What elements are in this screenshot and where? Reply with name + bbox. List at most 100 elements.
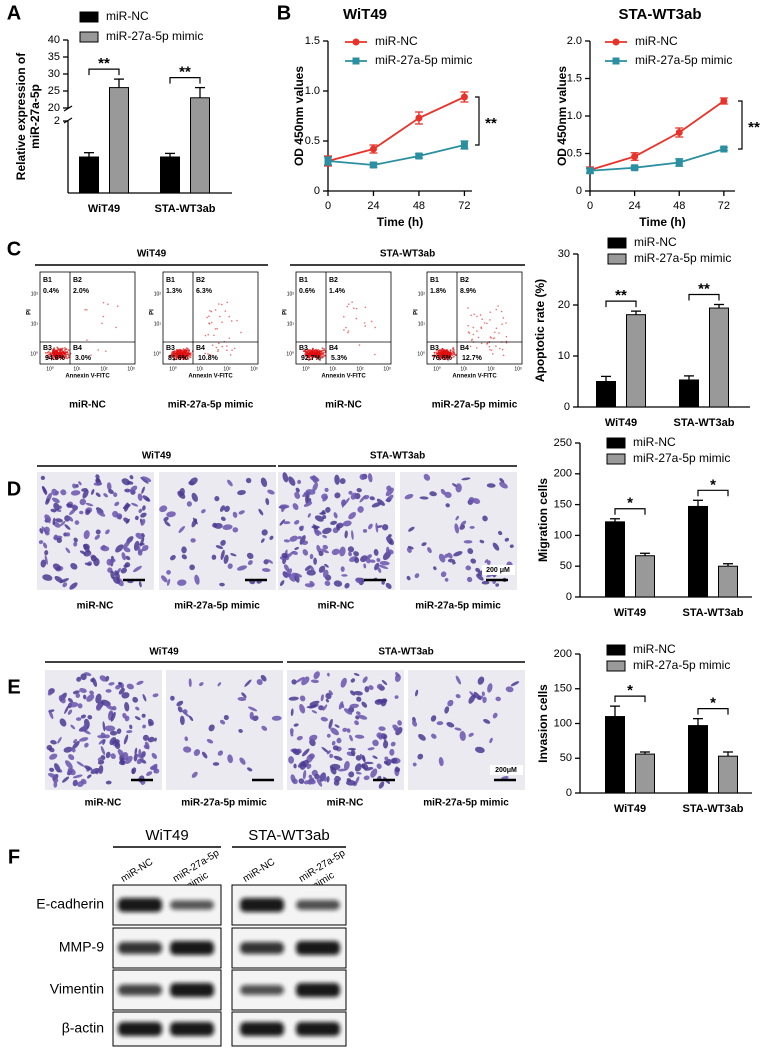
cell — [238, 729, 243, 733]
cell — [356, 488, 362, 493]
event-dot — [489, 319, 491, 321]
event-dot — [444, 350, 447, 353]
event-dot — [480, 326, 482, 328]
event-dot — [230, 320, 233, 322]
cell — [152, 693, 159, 698]
cell — [73, 738, 77, 744]
significance-label: * — [627, 682, 633, 699]
cell — [201, 751, 208, 759]
cell — [468, 732, 474, 737]
quadrant-label: B2 — [196, 277, 205, 284]
quadrant-label: B4 — [196, 345, 205, 352]
cell — [65, 547, 71, 554]
cell — [499, 481, 508, 489]
cell — [385, 487, 394, 497]
cell — [74, 520, 80, 525]
cell — [68, 701, 79, 708]
event-dot — [451, 356, 453, 359]
event-dot — [443, 356, 446, 358]
quadrant-percent: 1.4% — [329, 288, 346, 295]
event-dot — [442, 352, 445, 355]
caption: miR-NC — [318, 601, 355, 612]
significance-bracket — [688, 293, 720, 301]
protein-label: MMP-9 — [59, 939, 104, 955]
cell — [492, 542, 500, 551]
legend-label: miR-27a-5p mimic — [106, 29, 203, 43]
cell — [342, 727, 348, 732]
quadrant-percent: 1.8% — [430, 288, 447, 295]
cell — [376, 498, 386, 506]
cell — [386, 494, 394, 502]
event-dot — [451, 352, 454, 355]
event-dot — [308, 356, 311, 358]
cell — [80, 714, 86, 719]
cell — [293, 520, 300, 525]
cell — [376, 683, 383, 689]
cell — [46, 517, 51, 524]
cell — [263, 559, 269, 565]
marker — [586, 167, 594, 175]
quadrant-percent: 10.8% — [198, 355, 219, 362]
cell — [298, 778, 305, 784]
cell — [84, 742, 89, 748]
cell — [160, 575, 168, 583]
cell — [304, 583, 314, 588]
cell — [390, 741, 396, 747]
event-dot — [217, 348, 220, 351]
legend-label: miR-NC — [634, 235, 677, 249]
cell — [104, 725, 116, 732]
cell — [427, 547, 432, 554]
x-tick-label: WiT49 — [605, 417, 637, 429]
cell — [369, 496, 375, 501]
cell — [383, 740, 389, 749]
y-tick-label: 1.0 — [567, 110, 582, 122]
caption: miR-27a-5p mimic — [181, 798, 267, 809]
cell — [100, 699, 111, 707]
event-dot — [495, 345, 497, 348]
chart-title: STA-WT3ab — [618, 6, 701, 23]
event-dot — [49, 352, 52, 355]
cell — [354, 734, 365, 739]
significance-label: ** — [98, 55, 110, 72]
cell — [70, 724, 76, 730]
event-dot — [322, 349, 324, 352]
x-tick-label: 10³ — [383, 366, 391, 372]
event-dot — [347, 330, 350, 332]
y-axis-label: Relative expression of — [14, 52, 28, 180]
quadrant-label: B4 — [329, 345, 338, 352]
y-axis-label: OD 450nm values — [555, 66, 569, 166]
cell — [312, 482, 318, 492]
cell — [345, 780, 356, 786]
cell — [421, 542, 427, 547]
event-dot — [180, 353, 183, 356]
event-dot — [310, 355, 313, 358]
cell — [361, 763, 369, 770]
cell — [105, 689, 112, 693]
cell — [135, 706, 140, 711]
cell — [346, 728, 351, 733]
cell — [293, 723, 299, 727]
event-dot — [468, 332, 471, 334]
cell — [50, 740, 57, 745]
blot-band — [118, 898, 162, 912]
cell — [423, 473, 431, 481]
cell — [303, 780, 310, 785]
cell — [289, 535, 298, 542]
cell — [140, 512, 147, 518]
quadrant-percent: 1.3% — [166, 288, 183, 295]
bar — [109, 87, 129, 194]
event-dot — [467, 331, 470, 333]
cell — [90, 678, 95, 683]
cell — [82, 724, 88, 731]
cell — [292, 572, 303, 578]
event-dot — [444, 354, 447, 357]
significance-bracket — [88, 68, 120, 76]
cell — [353, 673, 360, 677]
cell — [86, 694, 95, 702]
event-dot — [187, 357, 190, 360]
significance-label: * — [710, 476, 716, 493]
cell — [246, 767, 253, 772]
cell — [408, 526, 415, 532]
cell — [101, 544, 106, 550]
event-dot — [304, 352, 307, 354]
